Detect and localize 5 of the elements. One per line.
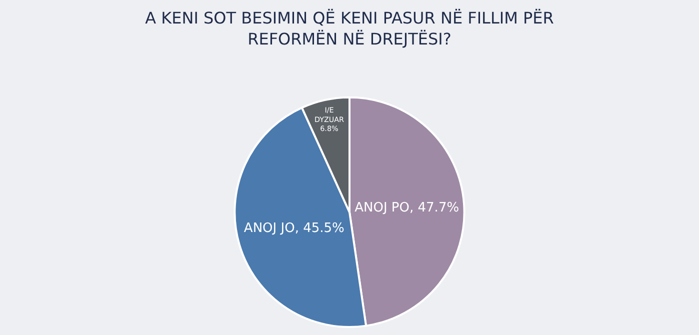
data-label: 6.8% (320, 124, 339, 134)
slice-label: I/E DYZUAR (314, 106, 344, 124)
slice-label: ANOJ PO, 47.7% (354, 200, 460, 216)
slice-label: ANOJ JO, 45.5% (244, 220, 344, 236)
chart-title: A KENI SOT BESIMIN QË KENI PASUR NË FILLIM PËR REFORMËN NË DREJTËSI? (145, 8, 554, 48)
